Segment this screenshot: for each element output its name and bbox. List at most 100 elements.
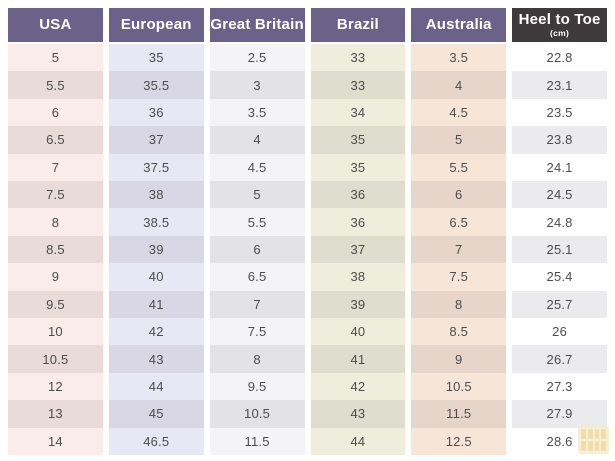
table-cell-usa: 10 xyxy=(8,317,103,346)
watermark-dot xyxy=(587,429,593,439)
header-label: Australia xyxy=(425,16,492,34)
header-label: European xyxy=(120,16,192,34)
table-cell-great-britain: 6 xyxy=(209,235,305,264)
table-cell-brazil: 35 xyxy=(310,153,406,181)
shoe-size-table: USA European Great Britain Brazil Australia H… xyxy=(8,8,607,455)
table-cell-usa: 7 xyxy=(8,153,103,181)
watermark-dot xyxy=(601,429,606,439)
table-cell-usa: 8.5 xyxy=(8,235,103,264)
table-cell-australia: 8 xyxy=(411,290,507,318)
table-cell-australia: 7 xyxy=(411,235,507,264)
table-cell-usa: 9 xyxy=(8,263,103,291)
header-cell-heel-to-toe: Heel to Toe (cm) xyxy=(512,8,607,42)
header-cell-australia: Australia xyxy=(411,8,507,42)
watermark-dot xyxy=(581,429,586,439)
watermark-dot xyxy=(587,441,593,451)
header-cell-brazil: Brazil xyxy=(310,8,406,42)
table-cell-brazil: 34 xyxy=(310,98,406,127)
table-cell-usa: 10.5 xyxy=(8,345,103,373)
table-cell-australia: 5 xyxy=(411,126,507,154)
table-cell-european: 41 xyxy=(108,290,204,318)
table-cell-heel-to-toe: 27.3 xyxy=(512,372,607,401)
table-cell-australia: 4 xyxy=(411,71,507,99)
table-cell-brazil: 36 xyxy=(310,180,406,209)
table-cell-great-britain: 7 xyxy=(209,290,305,318)
table-cell-heel-to-toe: 23.5 xyxy=(512,98,607,127)
table-cell-european: 35.5 xyxy=(108,71,204,99)
table-cell-brazil: 35 xyxy=(310,126,406,154)
table-cell-great-britain: 2.5 xyxy=(209,44,305,72)
table-cell-usa: 12 xyxy=(8,372,103,401)
watermark-pattern-row xyxy=(581,429,606,439)
table-cell-usa: 14 xyxy=(8,427,103,455)
table-cell-great-britain: 6.5 xyxy=(209,263,305,291)
table-cell-australia: 12.5 xyxy=(411,427,507,455)
table-cell-european: 38 xyxy=(108,180,204,209)
table-cell-brazil: 39 xyxy=(310,290,406,318)
table-cell-usa: 5.5 xyxy=(8,71,103,99)
table-cell-european: 36 xyxy=(108,98,204,127)
table-cell-australia: 6.5 xyxy=(411,208,507,236)
table-cell-european: 39 xyxy=(108,235,204,264)
table-cell-heel-to-toe: 24.5 xyxy=(512,180,607,209)
table-cell-great-britain: 3.5 xyxy=(209,98,305,127)
header-label: Brazil xyxy=(336,16,379,34)
table-cell-european: 37 xyxy=(108,126,204,154)
table-cell-australia: 7.5 xyxy=(411,263,507,291)
table-cell-great-britain: 5 xyxy=(209,180,305,209)
table-cell-australia: 5.5 xyxy=(411,153,507,181)
table-cell-australia: 10.5 xyxy=(411,372,507,401)
header-cell-great-britain: Great Britain xyxy=(209,8,305,42)
watermark-logo xyxy=(578,426,609,454)
table-cell-usa: 9.5 xyxy=(8,290,103,318)
table-cell-great-britain: 4 xyxy=(209,126,305,154)
table-cell-great-britain: 9.5 xyxy=(209,372,305,401)
header-cell-usa: USA xyxy=(8,8,103,42)
table-cell-australia: 6 xyxy=(411,180,507,209)
table-cell-brazil: 37 xyxy=(310,235,406,264)
table-cell-brazil: 33 xyxy=(310,71,406,99)
table-cell-great-britain: 10.5 xyxy=(209,400,305,428)
table-cell-usa: 5 xyxy=(8,44,103,72)
table-cell-great-britain: 4.5 xyxy=(209,153,305,181)
table-cell-european: 37.5 xyxy=(108,153,204,181)
table-cell-european: 38.5 xyxy=(108,208,204,236)
table-cell-heel-to-toe: 25.7 xyxy=(512,290,607,318)
table-cell-great-britain: 7.5 xyxy=(209,317,305,346)
table-cell-brazil: 44 xyxy=(310,427,406,455)
table-cell-great-britain: 8 xyxy=(209,345,305,373)
table-cell-usa: 6 xyxy=(8,98,103,127)
table-cell-brazil: 33 xyxy=(310,44,406,72)
watermark-pattern-row xyxy=(581,441,606,451)
table-cell-brazil: 38 xyxy=(310,263,406,291)
watermark-dot xyxy=(594,429,600,439)
watermark-dot xyxy=(601,441,606,451)
table-cell-european: 43 xyxy=(108,345,204,373)
table-cell-australia: 8.5 xyxy=(411,317,507,346)
table-cell-heel-to-toe: 24.1 xyxy=(512,153,607,181)
table-cell-great-britain: 11.5 xyxy=(209,427,305,455)
table-cell-usa: 7.5 xyxy=(8,180,103,209)
table-cell-usa: 8 xyxy=(8,208,103,236)
table-cell-brazil: 42 xyxy=(310,372,406,401)
table-cell-brazil: 43 xyxy=(310,400,406,428)
header-label: Heel to Toe xyxy=(518,11,601,29)
table-cell-heel-to-toe: 27.9 xyxy=(512,400,607,428)
table-cell-heel-to-toe: 25.1 xyxy=(512,235,607,264)
table-cell-great-britain: 5.5 xyxy=(209,208,305,236)
table-cell-european: 46.5 xyxy=(108,427,204,455)
table-cell-australia: 4.5 xyxy=(411,98,507,127)
table-cell-european: 45 xyxy=(108,400,204,428)
watermark-dot xyxy=(594,441,600,451)
table-cell-great-britain: 3 xyxy=(209,71,305,99)
table-cell-heel-to-toe: 26 xyxy=(512,317,607,346)
table-cell-brazil: 41 xyxy=(310,345,406,373)
table-cell-australia: 11.5 xyxy=(411,400,507,428)
table-cell-usa: 6.5 xyxy=(8,126,103,154)
watermark-dot xyxy=(581,441,586,451)
table-cell-heel-to-toe: 24.8 xyxy=(512,208,607,236)
table-cell-brazil: 40 xyxy=(310,317,406,346)
header-label: USA xyxy=(39,16,72,34)
table-cell-heel-to-toe: 23.8 xyxy=(512,126,607,154)
